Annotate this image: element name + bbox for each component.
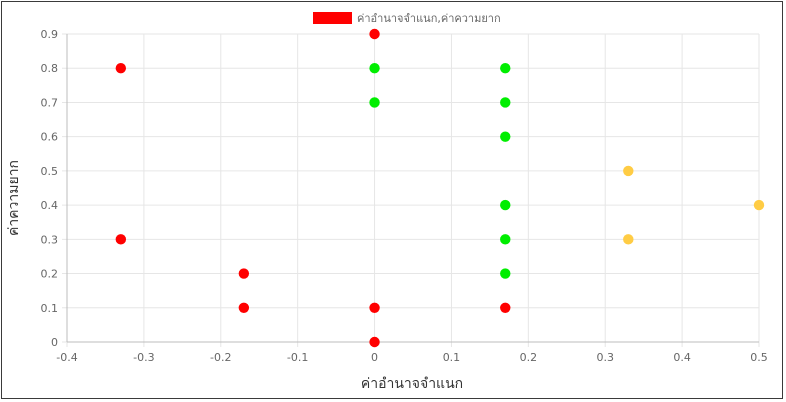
legend-label[interactable]: ค่าอำนาจจำแนก,ค่าความยาก (357, 12, 501, 25)
x-tick-labels: -0.4 -0.3 -0.2 -0.1 0 0.1 0.2 0.3 0.4 0.5 (56, 351, 767, 364)
data-point[interactable] (115, 234, 127, 245)
y-tick-label: 0.1 (41, 302, 59, 315)
axes (66, 34, 759, 343)
data-point[interactable] (500, 131, 511, 142)
x-axis-title: ค่าอำนาจจำแนก (361, 376, 463, 392)
y-tick-label: 0.9 (41, 28, 59, 41)
x-tick-label: 0 (371, 351, 378, 364)
x-tick-label: 0.1 (443, 351, 461, 364)
x-tick-label: -0.1 (287, 351, 308, 364)
data-point[interactable] (238, 302, 250, 313)
legend[interactable]: ค่าอำนาจจำแนก,ค่าความยาก (313, 12, 501, 25)
y-tick-label: 0.2 (41, 268, 59, 281)
y-tick-label: 0.6 (41, 131, 59, 144)
data-point[interactable] (369, 63, 380, 74)
y-tick-label: 0.4 (41, 199, 59, 212)
x-tick-label: 0.5 (750, 351, 768, 364)
x-tick-label: 0.4 (673, 351, 691, 364)
data-point[interactable] (238, 268, 250, 279)
data-point[interactable] (500, 268, 511, 279)
y-tick-label: 0.5 (41, 165, 59, 178)
x-tick-label: -0.2 (210, 351, 231, 364)
data-point[interactable] (623, 234, 634, 245)
data-point[interactable] (369, 97, 380, 108)
x-tick-label: -0.3 (133, 351, 154, 364)
data-point[interactable] (753, 199, 765, 211)
x-tick-label: 0.3 (596, 351, 614, 364)
y-tick-label: 0.8 (41, 62, 59, 75)
data-point[interactable] (500, 63, 511, 74)
y-tick-label: 0 (51, 336, 58, 349)
y-tick-labels: 0 0.1 0.2 0.3 0.4 0.5 0.6 0.7 0.8 0.9 (41, 28, 59, 349)
data-point[interactable] (500, 97, 511, 108)
data-point[interactable] (500, 302, 511, 313)
legend-swatch[interactable] (313, 12, 352, 24)
x-tick-label: -0.4 (56, 351, 77, 364)
data-point[interactable] (115, 63, 127, 74)
data-point[interactable] (369, 336, 380, 348)
data-point[interactable] (500, 199, 511, 211)
data-point[interactable] (623, 165, 634, 177)
y-tick-label: 0.3 (41, 233, 59, 246)
x-tick-label: 0.2 (520, 351, 538, 364)
data-point[interactable] (369, 28, 380, 40)
y-axis-title: ค่าความยาก (6, 160, 22, 236)
data-point[interactable] (500, 234, 511, 245)
y-tick-label: 0.7 (41, 96, 59, 109)
grid-lines (62, 33, 760, 347)
data-points (115, 28, 765, 348)
data-point[interactable] (369, 302, 380, 313)
